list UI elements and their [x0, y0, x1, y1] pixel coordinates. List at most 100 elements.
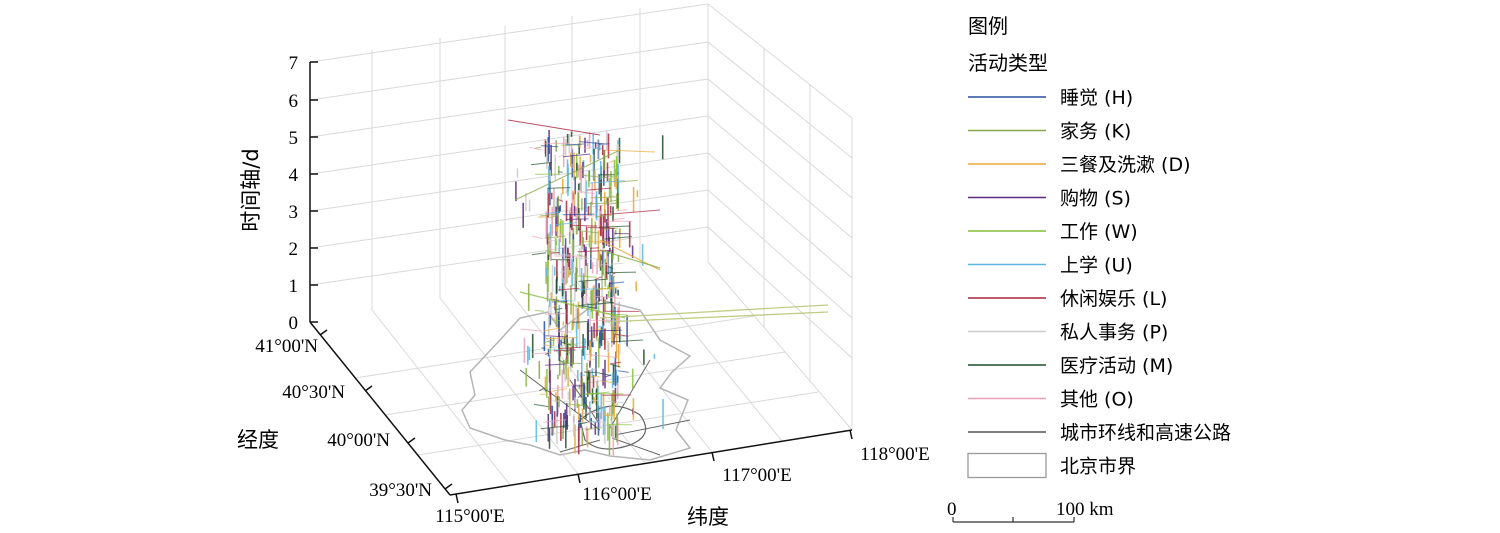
trace-segment: [545, 312, 567, 315]
trace-segment: [545, 335, 567, 338]
trace-segment: [552, 388, 567, 392]
legend-label: 睡觉 (H): [1060, 87, 1133, 109]
trace-segment: [596, 214, 612, 218]
trace-segment: [578, 230, 599, 234]
trace-segment: [597, 372, 612, 376]
trace-segment: [616, 209, 628, 212]
trace-segment: [605, 271, 637, 274]
trace-segment: [594, 295, 622, 299]
trace-segment: [545, 211, 561, 215]
trace-segment: [603, 414, 615, 417]
trace-segment: [550, 319, 561, 322]
trace-segment: [607, 266, 614, 270]
z-tick-label: 2: [289, 239, 299, 260]
trace-segment: [543, 327, 560, 332]
trace-segment: [579, 141, 605, 145]
trace-segment: [604, 174, 615, 178]
legend-swatch: [967, 452, 1047, 479]
legend-label: 购物 (S): [1060, 188, 1131, 210]
z-axis-label: 时间轴/d: [239, 148, 263, 231]
trace-segment: [603, 236, 632, 240]
trace-segment: [587, 329, 622, 332]
trace-segment: [546, 215, 559, 219]
trace-segment: [610, 363, 621, 368]
trace-segment: [552, 317, 557, 320]
trace-segment: [577, 394, 582, 398]
trace-segment: [543, 388, 548, 392]
trace-segment: [617, 370, 629, 373]
x-axis-label: 纬度: [687, 505, 729, 529]
trace-segment: [559, 269, 574, 273]
y-tick-label: 40°30'N: [282, 382, 345, 403]
trace-segment: [594, 328, 603, 331]
trace-segment: [593, 262, 624, 266]
y-tick-label: 40°00'N: [327, 430, 390, 451]
trace-segment: [543, 344, 552, 347]
trace-segment: [597, 325, 605, 328]
trace-segment: [616, 179, 638, 183]
trace-segment: [531, 252, 547, 256]
trace-segment: [566, 218, 589, 220]
trace-segment: [543, 419, 567, 423]
legend-label: 休闲娱乐 (L): [1060, 288, 1167, 310]
legend-label: 工作 (W): [1060, 221, 1138, 243]
trace-segment: [540, 145, 559, 148]
y-tick-label: 39°30'N: [369, 480, 432, 501]
trace-segment: [576, 288, 598, 291]
trace-segment: [544, 235, 566, 239]
trace-segment: [557, 287, 580, 291]
trace-segment: [578, 278, 608, 282]
trace-segment: [579, 421, 588, 425]
legend-label: 医疗活动 (M): [1060, 355, 1173, 377]
trace-segment: [532, 235, 544, 240]
trace-segment: [553, 349, 576, 352]
x-tick-label: 118°00'E: [860, 444, 929, 465]
front-axes: [309, 62, 853, 496]
trace-segment: [563, 153, 591, 158]
trace-segment: [582, 411, 600, 414]
trace-segment: [594, 147, 602, 150]
trace-segment: [609, 160, 615, 163]
trace-segment: [552, 298, 560, 302]
trace-segment: [560, 349, 569, 354]
trace-segment: [577, 421, 607, 424]
activity-traces: [507, 119, 829, 456]
trace-segment: [607, 397, 610, 399]
trace-segment: [547, 239, 559, 242]
x-tick-label: 117°00'E: [722, 465, 791, 486]
trace-segment: [545, 337, 579, 340]
trace-segment: [531, 352, 551, 355]
trace-segment: [604, 311, 829, 323]
map-layer: [461, 299, 692, 461]
z-tick-label: 7: [289, 53, 299, 74]
trace-segment: [599, 249, 661, 269]
z-tick-label: 5: [289, 128, 299, 149]
trace-segment: [545, 363, 566, 366]
legend: 图例 活动类型 睡觉 (H) 家务 (K) 三餐及洗漱 (D) 购物 (S) 工作 (W…: [947, 14, 1231, 523]
trace-segment: [564, 300, 568, 304]
trace-segment: [596, 286, 619, 291]
trace-segment: [612, 333, 629, 337]
trace-segment: [565, 143, 584, 146]
trace-segment: [514, 149, 621, 201]
legend-label: 家务 (K): [1060, 121, 1131, 143]
x-axis: 115°00'E 116°00'E 117°00'E 118°00'E 纬度: [435, 429, 930, 529]
trace-segment: [599, 304, 829, 319]
trace-segment: [609, 361, 622, 365]
z-tick-label: 3: [289, 202, 299, 223]
highway: [519, 359, 691, 456]
trace-segment: [540, 425, 569, 430]
z-tick-label: 1: [289, 276, 299, 297]
trace-segment: [590, 196, 620, 199]
legend-label: 其他 (O): [1060, 389, 1134, 411]
trace-segment: [589, 180, 626, 184]
z-tick-label: 4: [289, 165, 299, 186]
trace-segment: [611, 195, 615, 197]
x-tick-label: 115°00'E: [435, 506, 504, 527]
trace-segment: [585, 353, 616, 358]
trace-segment: [558, 199, 564, 202]
trace-segment: [589, 420, 599, 423]
trace-segment: [598, 143, 610, 145]
z-tick-label: 6: [289, 91, 299, 112]
trace-segment: [534, 309, 545, 312]
